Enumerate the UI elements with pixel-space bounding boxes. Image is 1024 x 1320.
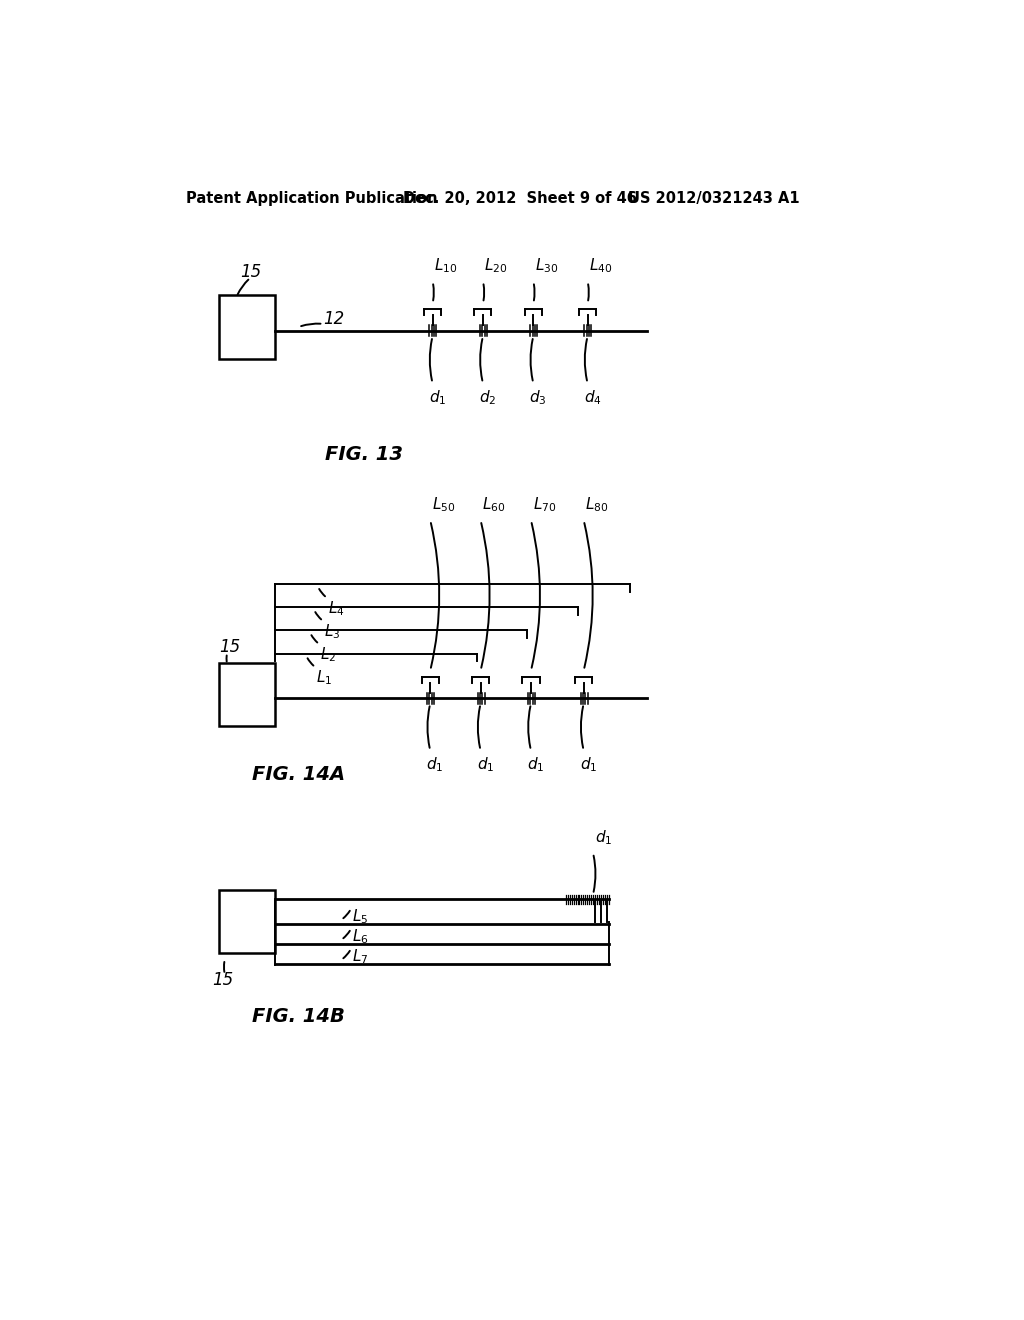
Bar bbox=[219, 890, 275, 953]
Text: $d_4$: $d_4$ bbox=[584, 388, 601, 407]
Text: $L_{70}$: $L_{70}$ bbox=[532, 495, 556, 515]
Text: 15: 15 bbox=[241, 264, 261, 281]
Text: 12: 12 bbox=[324, 310, 344, 327]
Text: $L_5$: $L_5$ bbox=[352, 908, 369, 927]
Text: $L_7$: $L_7$ bbox=[352, 948, 369, 966]
Text: Patent Application Publication: Patent Application Publication bbox=[186, 191, 437, 206]
Text: FIG. 13: FIG. 13 bbox=[326, 445, 403, 465]
Text: $L_{40}$: $L_{40}$ bbox=[589, 256, 612, 276]
Text: $d_3$: $d_3$ bbox=[529, 388, 547, 407]
Text: $d_1$: $d_1$ bbox=[429, 388, 446, 407]
Text: US 2012/0321243 A1: US 2012/0321243 A1 bbox=[628, 191, 800, 206]
Text: $L_2$: $L_2$ bbox=[321, 645, 336, 664]
Text: FIG. 14A: FIG. 14A bbox=[252, 764, 345, 784]
Text: $L_4$: $L_4$ bbox=[328, 599, 344, 618]
Text: $d_1$: $d_1$ bbox=[580, 755, 597, 774]
Text: $L_{80}$: $L_{80}$ bbox=[586, 495, 608, 515]
Text: $d_2$: $d_2$ bbox=[479, 388, 497, 407]
Text: $L_3$: $L_3$ bbox=[324, 622, 340, 640]
Text: 15: 15 bbox=[219, 639, 241, 656]
Bar bbox=[219, 296, 275, 359]
Text: 15: 15 bbox=[212, 972, 232, 989]
Text: $L_6$: $L_6$ bbox=[352, 928, 369, 946]
Text: FIG. 14B: FIG. 14B bbox=[252, 1007, 345, 1027]
Text: $d_1$: $d_1$ bbox=[426, 755, 443, 774]
Text: $L_{20}$: $L_{20}$ bbox=[484, 256, 508, 276]
Text: $L_{50}$: $L_{50}$ bbox=[432, 495, 456, 515]
Text: $L_{30}$: $L_{30}$ bbox=[535, 256, 558, 276]
Text: $d_1$: $d_1$ bbox=[595, 828, 612, 847]
Text: $L_{10}$: $L_{10}$ bbox=[434, 256, 458, 276]
Text: $L_{60}$: $L_{60}$ bbox=[482, 495, 506, 515]
Text: $d_1$: $d_1$ bbox=[527, 755, 545, 774]
Text: $L_1$: $L_1$ bbox=[316, 668, 333, 686]
Text: $d_1$: $d_1$ bbox=[477, 755, 495, 774]
Text: Dec. 20, 2012  Sheet 9 of 46: Dec. 20, 2012 Sheet 9 of 46 bbox=[403, 191, 637, 206]
Bar bbox=[219, 663, 275, 726]
